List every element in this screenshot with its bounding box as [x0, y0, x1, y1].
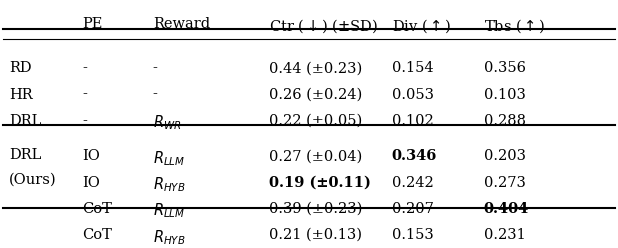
- Text: 0.103: 0.103: [483, 88, 525, 102]
- Text: 0.242: 0.242: [392, 176, 433, 189]
- Text: 0.21 (±0.13): 0.21 (±0.13): [269, 228, 362, 242]
- Text: 0.22 (±0.05): 0.22 (±0.05): [269, 114, 362, 128]
- Text: 0.207: 0.207: [392, 202, 434, 216]
- Text: DRL: DRL: [9, 114, 41, 128]
- Text: CoT: CoT: [82, 228, 112, 242]
- Text: 0.44 (±0.23): 0.44 (±0.23): [269, 62, 362, 75]
- Text: $R_{HYB}$: $R_{HYB}$: [153, 228, 185, 247]
- Text: 0.102: 0.102: [392, 114, 433, 128]
- Text: PE: PE: [82, 17, 103, 31]
- Text: DRL: DRL: [9, 148, 41, 162]
- Text: 0.404: 0.404: [483, 202, 529, 216]
- Text: (Ours): (Ours): [9, 173, 56, 187]
- Text: RD: RD: [9, 62, 32, 75]
- Text: 0.288: 0.288: [483, 114, 525, 128]
- Text: 0.19 (±0.11): 0.19 (±0.11): [269, 176, 371, 189]
- Text: $R_{WR}$: $R_{WR}$: [153, 114, 181, 132]
- Text: 0.153: 0.153: [392, 228, 433, 242]
- Text: 0.346: 0.346: [392, 149, 437, 163]
- Text: -: -: [153, 88, 158, 102]
- Text: -: -: [82, 88, 87, 102]
- Text: 0.273: 0.273: [483, 176, 525, 189]
- Text: 0.203: 0.203: [483, 149, 525, 163]
- Text: 0.26 (±0.24): 0.26 (±0.24): [269, 88, 362, 102]
- Text: IO: IO: [82, 149, 100, 163]
- Text: Ctr ($\downarrow$) ($\pm$SD): Ctr ($\downarrow$) ($\pm$SD): [269, 17, 378, 35]
- Text: $R_{LLM}$: $R_{LLM}$: [153, 149, 185, 168]
- Text: 0.27 (±0.04): 0.27 (±0.04): [269, 149, 362, 163]
- Text: Tbs ($\uparrow$): Tbs ($\uparrow$): [483, 17, 545, 35]
- Text: IO: IO: [82, 176, 100, 189]
- Text: 0.356: 0.356: [483, 62, 525, 75]
- Text: Div ($\uparrow$): Div ($\uparrow$): [392, 17, 451, 35]
- Text: -: -: [82, 114, 87, 128]
- Text: 0.053: 0.053: [392, 88, 434, 102]
- Text: HR: HR: [9, 88, 33, 102]
- Text: CoT: CoT: [82, 202, 112, 216]
- Text: -: -: [82, 62, 87, 75]
- Text: Reward: Reward: [153, 17, 210, 31]
- Text: 0.154: 0.154: [392, 62, 433, 75]
- Text: -: -: [153, 62, 158, 75]
- Text: $R_{LLM}$: $R_{LLM}$: [153, 202, 185, 220]
- Text: 0.39 (±0.23): 0.39 (±0.23): [269, 202, 363, 216]
- Text: 0.231: 0.231: [483, 228, 525, 242]
- Text: $R_{HYB}$: $R_{HYB}$: [153, 176, 185, 194]
